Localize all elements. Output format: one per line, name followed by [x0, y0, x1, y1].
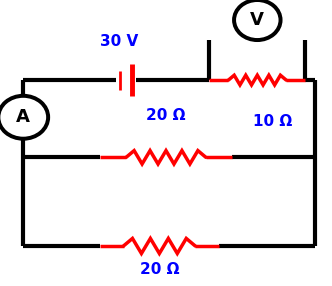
Text: V: V [250, 11, 264, 29]
Text: 20 Ω: 20 Ω [146, 108, 186, 123]
Text: A: A [16, 108, 30, 126]
Text: 20 Ω: 20 Ω [140, 263, 179, 277]
Text: 10 Ω: 10 Ω [253, 114, 292, 129]
Text: 30 V: 30 V [100, 34, 139, 49]
